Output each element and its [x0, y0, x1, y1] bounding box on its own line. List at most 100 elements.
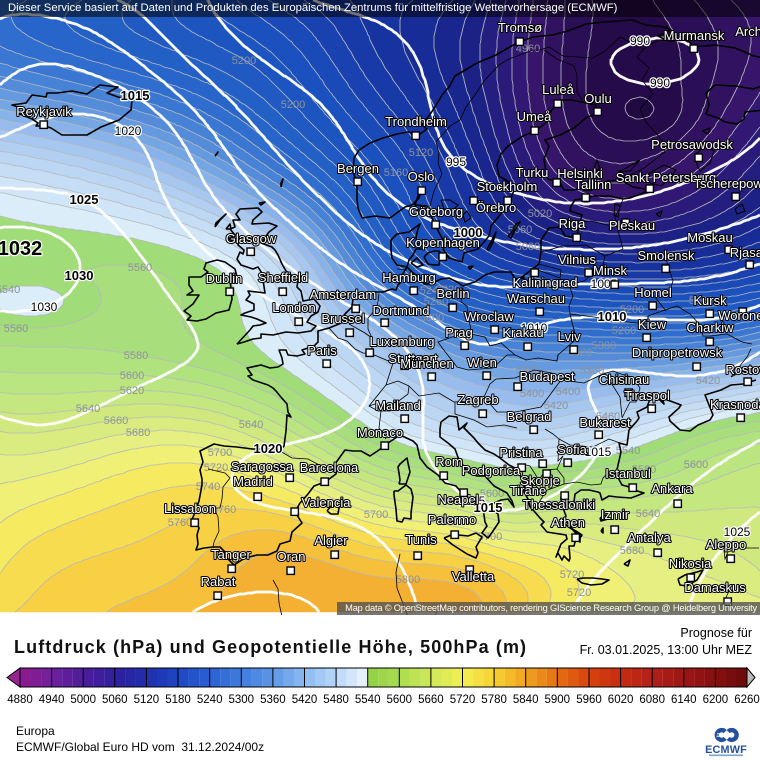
svg-text:Bergen: Bergen	[337, 161, 379, 176]
svg-text:5900: 5900	[545, 694, 571, 706]
svg-text:5020: 5020	[528, 208, 552, 220]
svg-text:Valencia: Valencia	[302, 495, 352, 510]
svg-text:Istanbul: Istanbul	[605, 466, 651, 481]
svg-text:Archangelsk: Archangelsk	[735, 24, 760, 39]
svg-text:5000: 5000	[70, 694, 96, 706]
svg-text:1025: 1025	[724, 525, 751, 539]
svg-text:Tromsø: Tromsø	[498, 20, 542, 35]
svg-text:Örebro: Örebro	[476, 200, 516, 215]
svg-text:5260: 5260	[424, 296, 448, 308]
svg-text:Nikosia: Nikosia	[669, 556, 712, 571]
svg-text:ECMWF: ECMWF	[705, 744, 747, 756]
svg-text:Lissabon: Lissabon	[164, 501, 216, 516]
svg-text:6260: 6260	[734, 694, 760, 706]
svg-text:1015: 1015	[585, 445, 612, 459]
svg-text:5600: 5600	[120, 370, 144, 382]
svg-text:Prag: Prag	[445, 325, 472, 340]
svg-text:Rjasan: Rjasan	[730, 245, 760, 260]
svg-text:5540: 5540	[0, 284, 20, 296]
svg-text:Oran: Oran	[277, 549, 306, 564]
svg-text:5060: 5060	[102, 694, 128, 706]
svg-text:5680: 5680	[620, 545, 644, 557]
svg-text:Mailand: Mailand	[375, 398, 421, 413]
svg-text:Homel: Homel	[634, 285, 672, 300]
svg-text:Hamburg: Hamburg	[382, 270, 435, 285]
svg-text:1015: 1015	[121, 88, 150, 103]
svg-text:1030: 1030	[65, 268, 94, 283]
svg-text:5660: 5660	[104, 415, 128, 427]
svg-text:Sankt Petersburg: Sankt Petersburg	[616, 170, 716, 185]
svg-text:1032: 1032	[0, 238, 42, 260]
svg-text:5600: 5600	[480, 488, 504, 500]
svg-text:5360: 5360	[260, 694, 286, 706]
svg-text:Moskau: Moskau	[687, 230, 733, 245]
svg-text:Murmansk: Murmansk	[664, 28, 725, 43]
svg-text:5400: 5400	[520, 388, 544, 400]
svg-text:1020: 1020	[254, 441, 283, 456]
svg-text:Belgrad: Belgrad	[507, 409, 552, 424]
svg-text:Wroclaw: Wroclaw	[464, 309, 514, 324]
svg-text:Tscherepowez: Tscherepowez	[693, 176, 760, 191]
svg-text:1010: 1010	[521, 321, 548, 335]
svg-text:5420: 5420	[292, 694, 318, 706]
svg-text:5200: 5200	[232, 55, 256, 67]
svg-text:Ankara: Ankara	[651, 481, 693, 496]
svg-text:5580: 5580	[632, 464, 656, 476]
svg-text:Woronesch: Woronesch	[718, 308, 760, 323]
svg-text:Budapest: Budapest	[520, 369, 575, 384]
svg-text:Trondheim: Trondheim	[385, 114, 447, 129]
svg-text:Oulu: Oulu	[584, 91, 611, 106]
svg-text:5720: 5720	[560, 569, 584, 581]
svg-text:Umeå: Umeå	[517, 109, 552, 124]
svg-text:5720: 5720	[204, 462, 228, 474]
svg-text:5300: 5300	[420, 312, 444, 324]
svg-text:5840: 5840	[513, 694, 539, 706]
svg-text:Rostow: Rostow	[725, 362, 760, 377]
svg-text:Kiew: Kiew	[638, 317, 667, 332]
svg-text:Bukarest: Bukarest	[579, 415, 631, 430]
svg-text:Krasnodar: Krasnodar	[710, 397, 760, 412]
svg-text:5760: 5760	[212, 504, 236, 516]
svg-text:5760: 5760	[168, 517, 192, 529]
svg-text:Algier: Algier	[314, 533, 348, 548]
svg-text:5580: 5580	[124, 350, 148, 362]
svg-text:5640: 5640	[239, 419, 263, 431]
svg-text:München: München	[400, 356, 453, 371]
svg-text:Tanger: Tanger	[211, 547, 251, 562]
svg-text:Neapel: Neapel	[437, 492, 478, 507]
svg-text:Valletta: Valletta	[452, 569, 495, 584]
svg-text:5800: 5800	[396, 574, 420, 586]
svg-text:Sofia: Sofia	[557, 442, 587, 457]
svg-text:Dnipropetrowsk: Dnipropetrowsk	[632, 345, 723, 360]
svg-text:4940: 4940	[39, 694, 65, 706]
svg-text:Riga: Riga	[559, 216, 587, 231]
svg-text:5780: 5780	[481, 694, 507, 706]
svg-text:5540: 5540	[355, 694, 381, 706]
svg-text:Palermo: Palermo	[428, 512, 476, 527]
svg-text:Luleå: Luleå	[542, 82, 575, 97]
svg-text:Izmir: Izmir	[601, 507, 630, 522]
svg-text:1020: 1020	[115, 124, 142, 138]
svg-text:5360: 5360	[516, 365, 540, 377]
svg-text:Berlin: Berlin	[436, 286, 469, 301]
svg-text:5720: 5720	[567, 587, 591, 599]
svg-text:Madrid: Madrid	[233, 474, 273, 489]
svg-text:5260: 5260	[612, 325, 636, 337]
svg-text:5960: 5960	[576, 694, 602, 706]
svg-text:Zagreb: Zagreb	[457, 392, 498, 407]
svg-text:995: 995	[446, 155, 466, 169]
svg-text:London: London	[272, 300, 315, 315]
svg-text:5080: 5080	[516, 241, 540, 253]
svg-text:Antalya: Antalya	[627, 530, 671, 545]
svg-text:5700: 5700	[208, 447, 232, 459]
svg-text:5680: 5680	[126, 427, 150, 439]
svg-text:5180: 5180	[165, 694, 191, 706]
svg-text:4880: 4880	[7, 694, 33, 706]
svg-text:5200: 5200	[281, 99, 305, 111]
svg-text:Tirane: Tirane	[510, 483, 546, 498]
svg-text:Kaliningrad: Kaliningrad	[512, 275, 577, 290]
svg-text:5200: 5200	[620, 304, 644, 316]
svg-text:5560: 5560	[4, 323, 28, 335]
svg-text:Chisinau: Chisinau	[599, 372, 650, 387]
svg-text:Thessaloniki: Thessaloniki	[523, 497, 595, 512]
